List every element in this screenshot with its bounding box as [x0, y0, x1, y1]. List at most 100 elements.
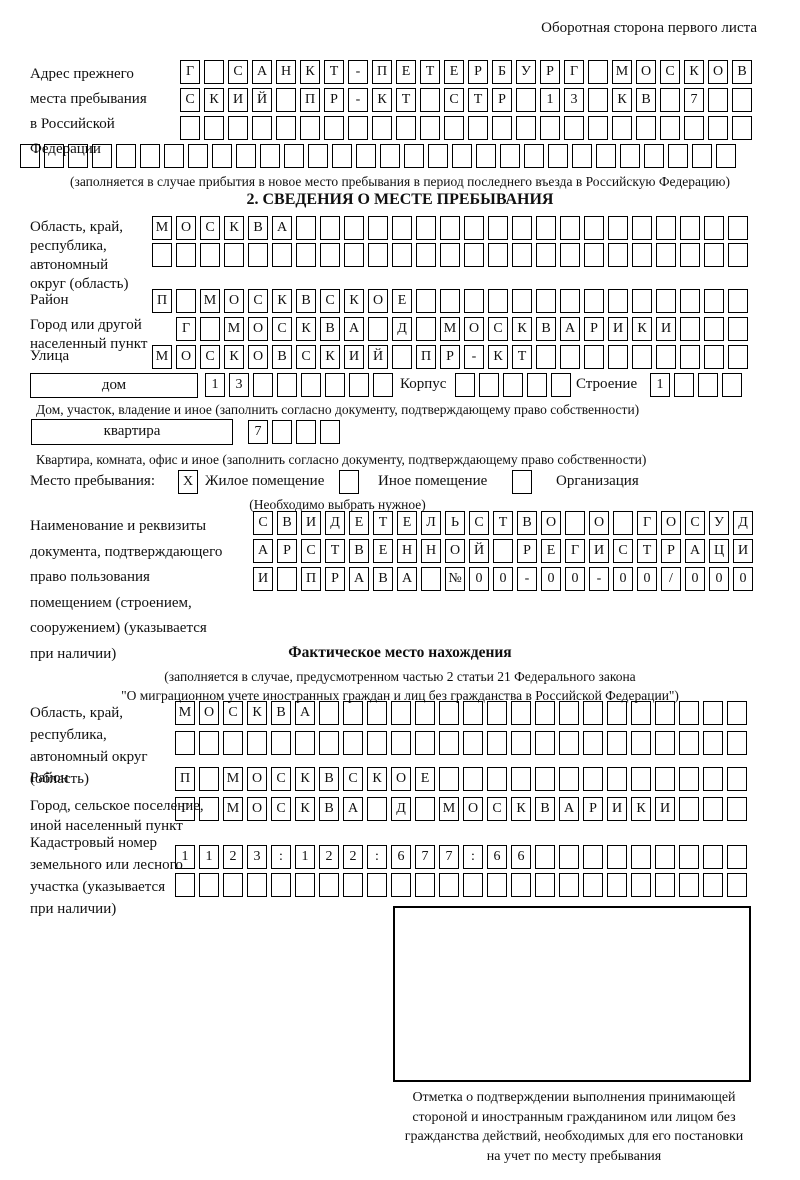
char-box-empty	[463, 767, 483, 791]
char-box-empty	[439, 731, 459, 755]
char-box-empty	[367, 873, 387, 897]
char-box-empty	[464, 289, 484, 313]
char-box-empty	[392, 345, 412, 369]
char-box-filled: С	[296, 345, 316, 369]
char-box-filled: Г	[564, 60, 584, 84]
label-line: документа, подтверждающего	[30, 543, 223, 560]
char-box-empty	[392, 243, 412, 267]
mesto-label: Место пребывания:	[30, 473, 155, 489]
document-row-3: И П Р А В А № 0 0-0 0-0 0/0 0 0	[253, 567, 753, 591]
char-box-empty	[548, 144, 568, 168]
char-box-empty	[608, 289, 628, 313]
char-box-filled: В	[248, 216, 268, 240]
char-box-filled: Р	[324, 88, 344, 112]
char-box-filled: 1	[205, 373, 225, 397]
char-box-empty	[175, 873, 195, 897]
char-box-empty	[536, 243, 556, 267]
char-box-filled: М	[224, 317, 244, 341]
char-box-empty	[727, 873, 747, 897]
char-box-empty	[704, 345, 724, 369]
char-box-empty	[679, 767, 699, 791]
char-box-filled: М	[612, 60, 632, 84]
char-box-empty	[559, 767, 579, 791]
fact-raion-label: Район	[30, 770, 69, 786]
char-box-empty	[367, 731, 387, 755]
char-box-empty	[308, 144, 328, 168]
char-box-empty	[559, 701, 579, 725]
char-box-filled: М	[152, 216, 172, 240]
label-line: помещением (строением,	[30, 594, 192, 611]
char-box-filled: С	[301, 539, 321, 563]
char-box-empty	[588, 60, 608, 84]
char-box-empty	[199, 873, 219, 897]
mesto-note: (Необходимо выбрать нужное)	[249, 497, 426, 512]
char-box-empty	[708, 88, 728, 112]
char-box-empty	[372, 116, 392, 140]
char-box-empty	[559, 845, 579, 869]
fact-oblast-row-2	[175, 731, 747, 755]
char-box-filled: Н	[397, 539, 417, 563]
char-box-filled: :	[271, 845, 291, 869]
label-line: иной населенный пункт	[30, 818, 183, 834]
char-box-filled: С	[320, 289, 340, 313]
char-box-empty	[493, 539, 513, 563]
char-box-empty	[584, 289, 604, 313]
char-box-empty	[511, 701, 531, 725]
char-box-empty	[527, 373, 547, 397]
char-box-filled: Е	[541, 539, 561, 563]
char-box-filled: С	[488, 317, 508, 341]
char-box-filled: 3	[564, 88, 584, 112]
char-box-filled: Г	[175, 797, 195, 821]
char-box-filled: В	[732, 60, 752, 84]
char-box-empty	[613, 511, 633, 535]
gorod-label: Город или другой населенный пункт	[30, 316, 147, 354]
char-box-empty	[703, 767, 723, 791]
char-box-filled: Р	[661, 539, 681, 563]
char-box-empty	[373, 373, 393, 397]
char-box-filled: В	[271, 701, 291, 725]
char-box-filled: К	[296, 317, 316, 341]
char-box-filled: О	[661, 511, 681, 535]
char-box-filled: В	[535, 797, 555, 821]
oblast-row-2	[152, 243, 748, 267]
char-box-empty	[320, 420, 340, 444]
label-line: при наличии)	[30, 901, 117, 917]
char-box-empty	[674, 373, 694, 397]
label-line: республика,	[30, 238, 107, 254]
char-box-filled: 2	[223, 845, 243, 869]
char-box-filled: Т	[373, 511, 393, 535]
char-box-empty	[439, 701, 459, 725]
char-box-filled: П	[301, 567, 321, 591]
char-box-empty	[391, 873, 411, 897]
char-box-filled: С	[444, 88, 464, 112]
char-box-filled: -	[589, 567, 609, 591]
char-box-empty	[276, 116, 296, 140]
char-box-empty	[679, 845, 699, 869]
stroenie-cells: 1	[650, 373, 742, 397]
char-box-empty	[703, 797, 723, 821]
char-box-empty	[332, 144, 352, 168]
char-box-empty	[344, 243, 364, 267]
char-box-filled: К	[204, 88, 224, 112]
char-box-filled: И	[253, 567, 273, 591]
char-box-empty	[728, 243, 748, 267]
char-box-filled: К	[632, 317, 652, 341]
char-box-filled: Г	[176, 317, 196, 341]
char-box-empty	[252, 116, 272, 140]
char-box-empty	[636, 116, 656, 140]
char-box-empty	[608, 216, 628, 240]
char-box-filled: В	[319, 797, 339, 821]
char-box-filled: А	[685, 539, 705, 563]
char-box-empty	[584, 345, 604, 369]
char-box-empty	[199, 767, 219, 791]
char-box-filled: К	[488, 345, 508, 369]
char-box-empty	[391, 701, 411, 725]
char-box-empty	[680, 243, 700, 267]
char-box-filled: Р	[277, 539, 297, 563]
char-box-filled: К	[511, 797, 531, 821]
char-box-empty	[631, 845, 651, 869]
char-box-filled: К	[612, 88, 632, 112]
char-box-empty	[440, 289, 460, 313]
